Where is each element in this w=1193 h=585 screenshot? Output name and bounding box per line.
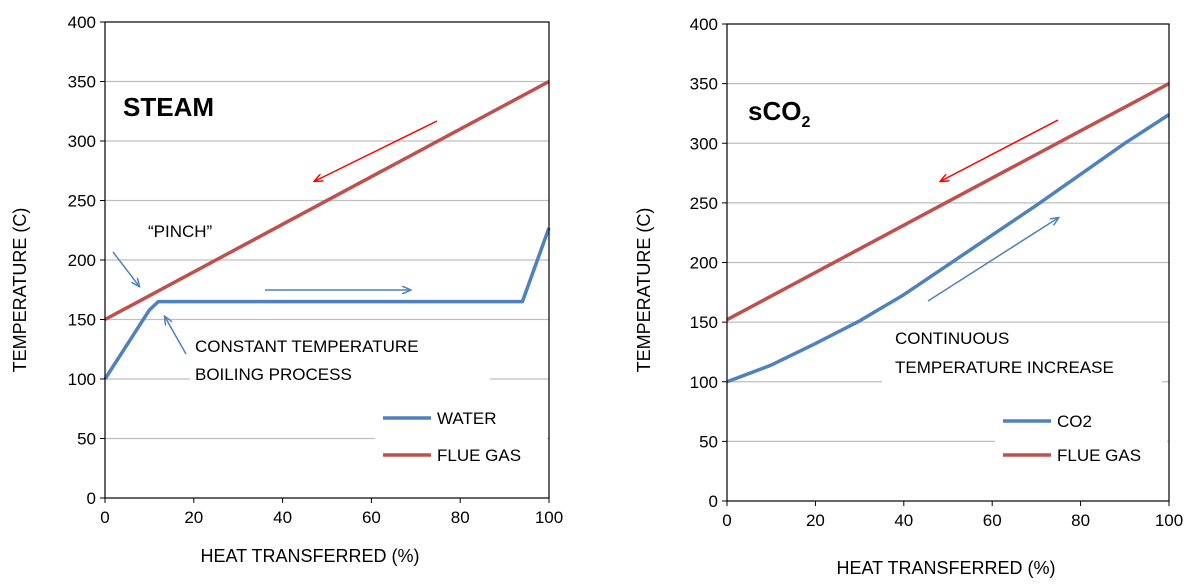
sco2-legend-box — [995, 400, 1167, 499]
constant-temp-annotation-box — [190, 323, 490, 398]
sco2-series-lines — [726, 82, 1170, 384]
legend-label-co2: CO2 — [1057, 412, 1092, 431]
sco2-series-co2-line — [726, 113, 1170, 384]
steam-series-flue-gas-line — [104, 79, 550, 322]
steam-series-lines — [103, 79, 551, 380]
sco2-y-ticks: 0 50 100 150 200 250 300 350 400 — [690, 15, 727, 511]
steam-x-ticks: 0 20 40 60 80 100 — [100, 498, 563, 527]
constant-temp-annotation-line2: BOILING PROCESS — [195, 365, 352, 384]
sco2-y-tick-label: 0 — [709, 492, 718, 511]
sco2-series-flue-gas-line — [726, 82, 1170, 322]
sco2-y-tick-label: 100 — [690, 373, 718, 392]
steam-y-tick-label: 100 — [68, 370, 96, 389]
sco2-y-tick-label: 300 — [690, 134, 718, 153]
steam-x-axis-label: HEAT TRANSFERRED (%) — [200, 546, 419, 566]
sco2-x-tick-label: 100 — [1155, 511, 1183, 530]
fluegas-flow-arrow — [315, 120, 438, 181]
continuous-annotation-line2: TEMPERATURE INCREASE — [895, 358, 1114, 377]
sco2-y-tick-label: 50 — [699, 432, 718, 451]
steam-x-tick-label: 80 — [451, 508, 470, 527]
sco2-x-tick-label: 0 — [722, 511, 731, 530]
sco2-x-ticks: 0 20 40 60 80 100 — [722, 501, 1183, 530]
sco2-x-tick-label: 60 — [983, 511, 1002, 530]
legend-label-fluegas: FLUE GAS — [437, 446, 521, 465]
steam-y-tick-label: 50 — [77, 430, 96, 449]
steam-x-tick-label: 0 — [100, 508, 109, 527]
steam-y-ticks: 0 50 100 150 200 250 300 350 400 — [68, 13, 105, 508]
sco2-title-subscript: 2 — [801, 114, 810, 131]
sco2-y-axis-label: TEMPERATURE (C) — [634, 208, 654, 373]
sco2-fluegas-flow-arrow — [941, 119, 1059, 181]
constant-temp-annotation-line1: CONSTANT TEMPERATURE — [195, 337, 419, 356]
steam-chart-panel: 0 50 100 150 200 250 300 350 400 0 20 40 60 80 100 ST… — [10, 13, 563, 566]
steam-y-tick-label: 200 — [68, 251, 96, 270]
steam-y-tick-label: 350 — [68, 73, 96, 92]
steam-y-tick-label: 0 — [87, 489, 96, 508]
steam-legend: WATER FLUE GAS — [375, 398, 547, 496]
sco2-chart-panel: 0 50 100 150 200 250 300 350 400 0 20 40 60 80 100 sC… — [634, 15, 1183, 578]
steam-y-tick-label: 300 — [68, 132, 96, 151]
steam-series-water-line — [103, 227, 551, 380]
steam-x-tick-label: 100 — [535, 508, 563, 527]
continuous-annotation-box — [882, 323, 1162, 383]
sco2-y-tick-label: 350 — [690, 75, 718, 94]
continuous-annotation-line1: CONTINUOUS — [895, 329, 1009, 348]
sco2-y-tick-label: 200 — [690, 254, 718, 273]
sco2-y-tick-label: 150 — [690, 313, 718, 332]
sco2-x-axis-label: HEAT TRANSFERRED (%) — [836, 558, 1055, 578]
steam-y-tick-label: 150 — [68, 311, 96, 330]
steam-x-tick-label: 20 — [184, 508, 203, 527]
steam-x-tick-label: 40 — [273, 508, 292, 527]
steam-chart-title: STEAM — [123, 92, 214, 122]
sco2-title-main: sCO — [748, 96, 801, 126]
steam-y-axis-label: TEMPERATURE (C) — [10, 208, 30, 373]
legend-label-sco2-fluegas: FLUE GAS — [1057, 446, 1141, 465]
sco2-x-tick-label: 20 — [806, 511, 825, 530]
co2-flow-arrow — [927, 218, 1058, 302]
sco2-gridlines — [727, 82, 1169, 443]
pinch-annotation: “PINCH” — [148, 222, 213, 241]
steam-y-tick-label: 400 — [68, 13, 96, 32]
steam-y-tick-label: 250 — [68, 192, 96, 211]
steam-x-tick-label: 60 — [362, 508, 381, 527]
sco2-x-tick-label: 40 — [894, 511, 913, 530]
constant-temp-arrow — [165, 317, 187, 355]
sco2-chart-title: sCO2 — [748, 96, 810, 131]
sco2-y-tick-label: 400 — [690, 15, 718, 34]
sco2-x-tick-label: 80 — [1071, 511, 1090, 530]
sco2-legend: CO2 FLUE GAS — [995, 400, 1167, 499]
legend-label-water: WATER — [437, 409, 497, 428]
steam-legend-box — [375, 398, 547, 496]
pinch-arrow — [112, 251, 139, 286]
sco2-y-tick-label: 250 — [690, 194, 718, 213]
